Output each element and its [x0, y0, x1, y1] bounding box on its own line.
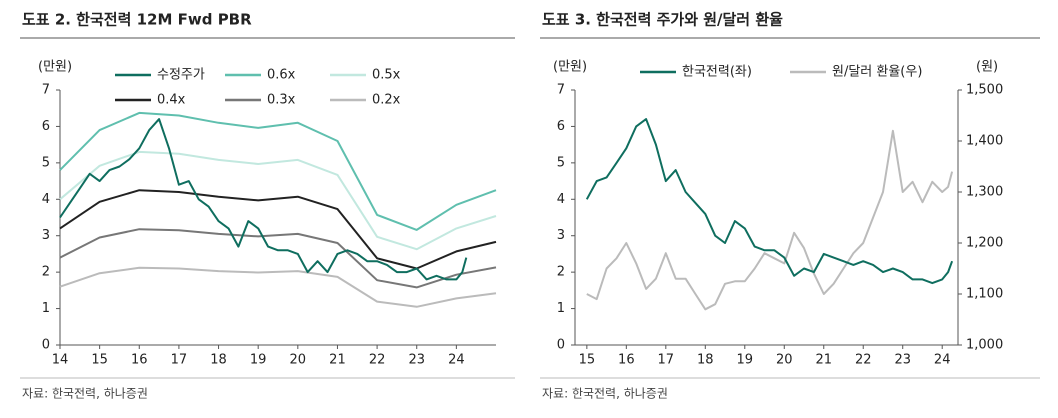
x-tick-label: 18 — [210, 353, 227, 368]
x-tick-label: 18 — [697, 353, 714, 368]
y2-tick-label: 1,000 — [966, 338, 1003, 353]
y-tick-label: 2 — [42, 265, 50, 280]
y-tick-label: 1 — [557, 301, 565, 316]
y-tick-label: 7 — [557, 83, 565, 98]
legend-label: 원/달러 환율(우) — [832, 65, 922, 80]
x-tick-label: 24 — [448, 353, 465, 368]
x-tick-label: 16 — [618, 353, 635, 368]
source-note: 자료: 한국전력, 하나증권 — [542, 387, 668, 401]
x-tick-label: 20 — [290, 353, 307, 368]
x-tick-label: 15 — [91, 353, 108, 368]
chart-title: 도표 2. 한국전력 12M Fwd PBR — [22, 11, 252, 29]
chart-title: 도표 3. 한국전력 주가와 원/달러 환율 — [542, 11, 783, 29]
legend-label: 0.2x — [372, 93, 401, 108]
series-line — [59, 189, 497, 270]
series-line — [59, 266, 497, 308]
x-tick-label: 17 — [658, 353, 675, 368]
x-tick-label: 15 — [579, 353, 596, 368]
x-tick-label: 21 — [815, 353, 832, 368]
series-line — [586, 129, 954, 311]
y-tick-label: 6 — [42, 119, 50, 134]
x-tick-label: 20 — [776, 353, 793, 368]
x-tick-label: 16 — [131, 353, 148, 368]
y-tick-label: 6 — [557, 119, 565, 134]
y2-tick-label: 1,500 — [966, 83, 1003, 98]
legend-label: 0.4x — [157, 93, 186, 108]
x-tick-label: 24 — [934, 353, 951, 368]
y2-tick-label: 1,200 — [966, 236, 1003, 251]
x-tick-label: 19 — [737, 353, 754, 368]
y-tick-label: 1 — [42, 301, 50, 316]
x-tick-label: 14 — [52, 353, 69, 368]
legend-label: 0.5x — [372, 68, 401, 83]
y-axis-label: (만원) — [38, 60, 72, 75]
y-axis-label: (만원) — [553, 60, 587, 75]
y-tick-label: 3 — [42, 228, 50, 243]
x-tick-label: 22 — [855, 353, 872, 368]
y-tick-label: 5 — [557, 155, 565, 170]
y-tick-label: 4 — [557, 192, 565, 207]
y-tick-label: 0 — [42, 338, 50, 353]
x-tick-label: 23 — [408, 353, 425, 368]
x-tick-label: 19 — [250, 353, 267, 368]
series-line — [59, 228, 497, 289]
legend-label: 0.3x — [267, 93, 296, 108]
legend-label: 0.6x — [267, 68, 296, 83]
x-tick-label: 23 — [894, 353, 911, 368]
x-tick-label: 17 — [171, 353, 188, 368]
y2-tick-label: 1,300 — [966, 185, 1003, 200]
y-tick-label: 2 — [557, 265, 565, 280]
y-tick-label: 3 — [557, 228, 565, 243]
y-tick-label: 5 — [42, 155, 50, 170]
y2-axis-label: (원) — [976, 60, 998, 75]
series-line — [59, 118, 468, 281]
series-line — [59, 111, 497, 231]
y-tick-label: 4 — [42, 192, 50, 207]
x-tick-label: 22 — [369, 353, 386, 368]
y-tick-label: 7 — [42, 83, 50, 98]
legend-label: 한국전력(좌) — [682, 65, 752, 80]
source-note: 자료: 한국전력, 하나증권 — [22, 387, 148, 401]
legend-label: 수정주가 — [157, 68, 205, 83]
series-line — [585, 118, 954, 285]
y2-tick-label: 1,100 — [966, 287, 1003, 302]
y2-tick-label: 1,400 — [966, 134, 1003, 149]
x-tick-label: 21 — [329, 353, 346, 368]
y-tick-label: 0 — [557, 338, 565, 353]
